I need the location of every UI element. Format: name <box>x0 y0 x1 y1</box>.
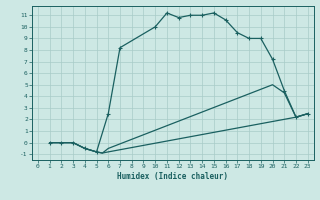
X-axis label: Humidex (Indice chaleur): Humidex (Indice chaleur) <box>117 172 228 181</box>
